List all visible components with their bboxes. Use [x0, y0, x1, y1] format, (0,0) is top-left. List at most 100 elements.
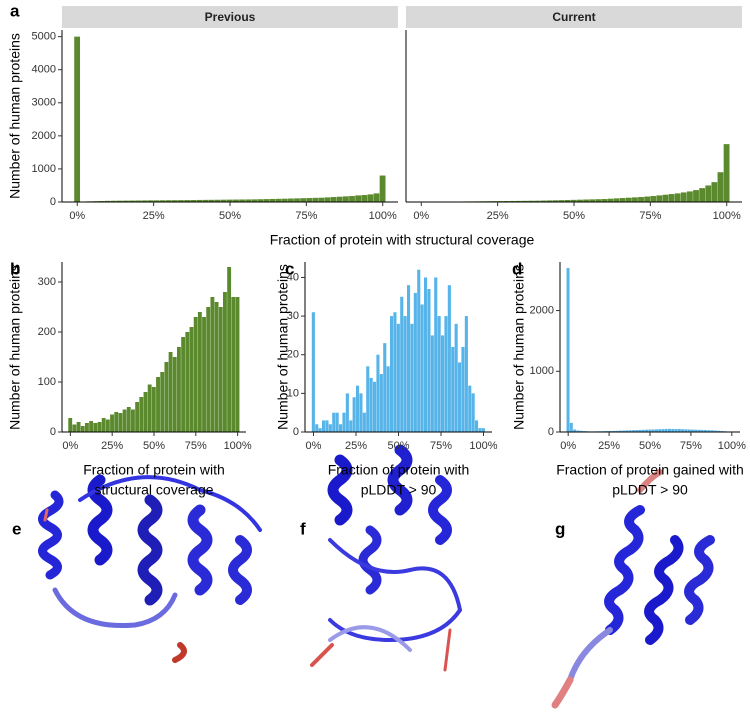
- y-tick-label: 1000: [530, 365, 554, 377]
- x-tick-label: 100%: [718, 440, 746, 452]
- bar: [193, 317, 198, 432]
- bar: [576, 430, 580, 432]
- bar: [223, 292, 227, 432]
- bar: [306, 198, 313, 202]
- bar: [656, 195, 663, 202]
- bar: [407, 285, 411, 432]
- bar: [294, 198, 300, 202]
- bar: [156, 377, 160, 432]
- facet-title: Previous: [205, 10, 256, 24]
- bar: [668, 428, 671, 432]
- bar: [105, 419, 110, 432]
- y-tick-label: 200: [38, 326, 56, 338]
- y-tick-label: 3000: [32, 97, 56, 109]
- x-axis-label: pLDDT > 90: [612, 482, 688, 498]
- y-tick-label: 5000: [32, 31, 56, 43]
- bar: [143, 392, 148, 432]
- bar: [373, 193, 380, 202]
- facet-strip: [62, 6, 398, 28]
- bar: [546, 200, 553, 202]
- x-tick-label: 0%: [306, 440, 322, 452]
- bar: [220, 199, 227, 202]
- bar: [131, 409, 135, 432]
- bar: [619, 198, 626, 202]
- y-tick-label: 0: [548, 426, 554, 438]
- bar: [417, 269, 421, 432]
- x-axis-label: Fraction of protein with: [328, 462, 470, 478]
- bar: [717, 430, 721, 432]
- x-axis-label: Fraction of protein with structural cove…: [270, 232, 535, 248]
- bar: [168, 352, 173, 432]
- panel-label: f: [300, 519, 306, 538]
- bar: [601, 199, 608, 202]
- bar: [328, 424, 332, 432]
- x-tick-label: 25%: [101, 440, 123, 452]
- y-tick-label: 20: [287, 349, 299, 361]
- bar: [339, 424, 343, 432]
- bar: [699, 188, 706, 202]
- bar: [444, 316, 448, 432]
- x-tick-label: 0%: [62, 440, 78, 452]
- bar: [400, 296, 404, 432]
- bar: [632, 430, 635, 432]
- x-tick-label: 0%: [560, 440, 576, 452]
- bar: [153, 200, 160, 202]
- bar: [717, 172, 724, 202]
- bar: [104, 200, 111, 202]
- bar: [85, 423, 89, 432]
- bar: [583, 199, 589, 202]
- x-axis-label: pLDDT > 90: [361, 482, 437, 498]
- bar: [413, 292, 417, 432]
- bar: [135, 402, 140, 432]
- bar: [687, 429, 691, 432]
- x-tick-label: 25%: [487, 210, 509, 222]
- bar: [336, 196, 343, 202]
- bar: [613, 198, 620, 202]
- bar: [618, 430, 622, 432]
- bar: [420, 304, 424, 432]
- x-tick-label: 25%: [143, 210, 165, 222]
- bar: [534, 200, 541, 202]
- bar: [147, 200, 154, 202]
- bar: [214, 199, 221, 202]
- bar: [172, 357, 177, 432]
- bar: [185, 332, 190, 432]
- bar: [210, 297, 215, 432]
- bar: [403, 316, 407, 432]
- bar: [680, 192, 687, 202]
- bar: [190, 200, 197, 202]
- bar: [468, 385, 472, 432]
- bar: [684, 429, 688, 432]
- x-tick-label: 50%: [143, 440, 165, 452]
- bar: [349, 420, 353, 432]
- bar: [164, 362, 169, 432]
- bar: [690, 429, 694, 432]
- bar: [335, 412, 339, 432]
- bar: [352, 397, 356, 432]
- bar: [300, 198, 307, 202]
- bar: [343, 196, 349, 202]
- bar: [458, 362, 462, 432]
- panel-label: c: [285, 259, 294, 278]
- bar: [151, 387, 156, 432]
- bar: [681, 429, 685, 432]
- bar: [135, 200, 142, 202]
- bar: [481, 428, 485, 432]
- bar: [345, 393, 349, 432]
- x-tick-label: 25%: [598, 440, 620, 452]
- x-tick-label: 100%: [713, 210, 741, 222]
- bar: [694, 429, 698, 432]
- panel-label: b: [10, 259, 20, 278]
- y-tick-label: 1000: [32, 163, 56, 175]
- x-axis-label: structural coverage: [94, 482, 213, 498]
- bar: [579, 430, 583, 432]
- y-tick-label: 0: [293, 426, 299, 438]
- bar: [628, 430, 632, 432]
- bar: [235, 297, 240, 432]
- bar: [651, 429, 655, 432]
- bar: [101, 418, 106, 432]
- y-axis-label: Number of human proteins: [275, 264, 291, 430]
- x-tick-label: 75%: [430, 440, 452, 452]
- bar: [97, 422, 102, 432]
